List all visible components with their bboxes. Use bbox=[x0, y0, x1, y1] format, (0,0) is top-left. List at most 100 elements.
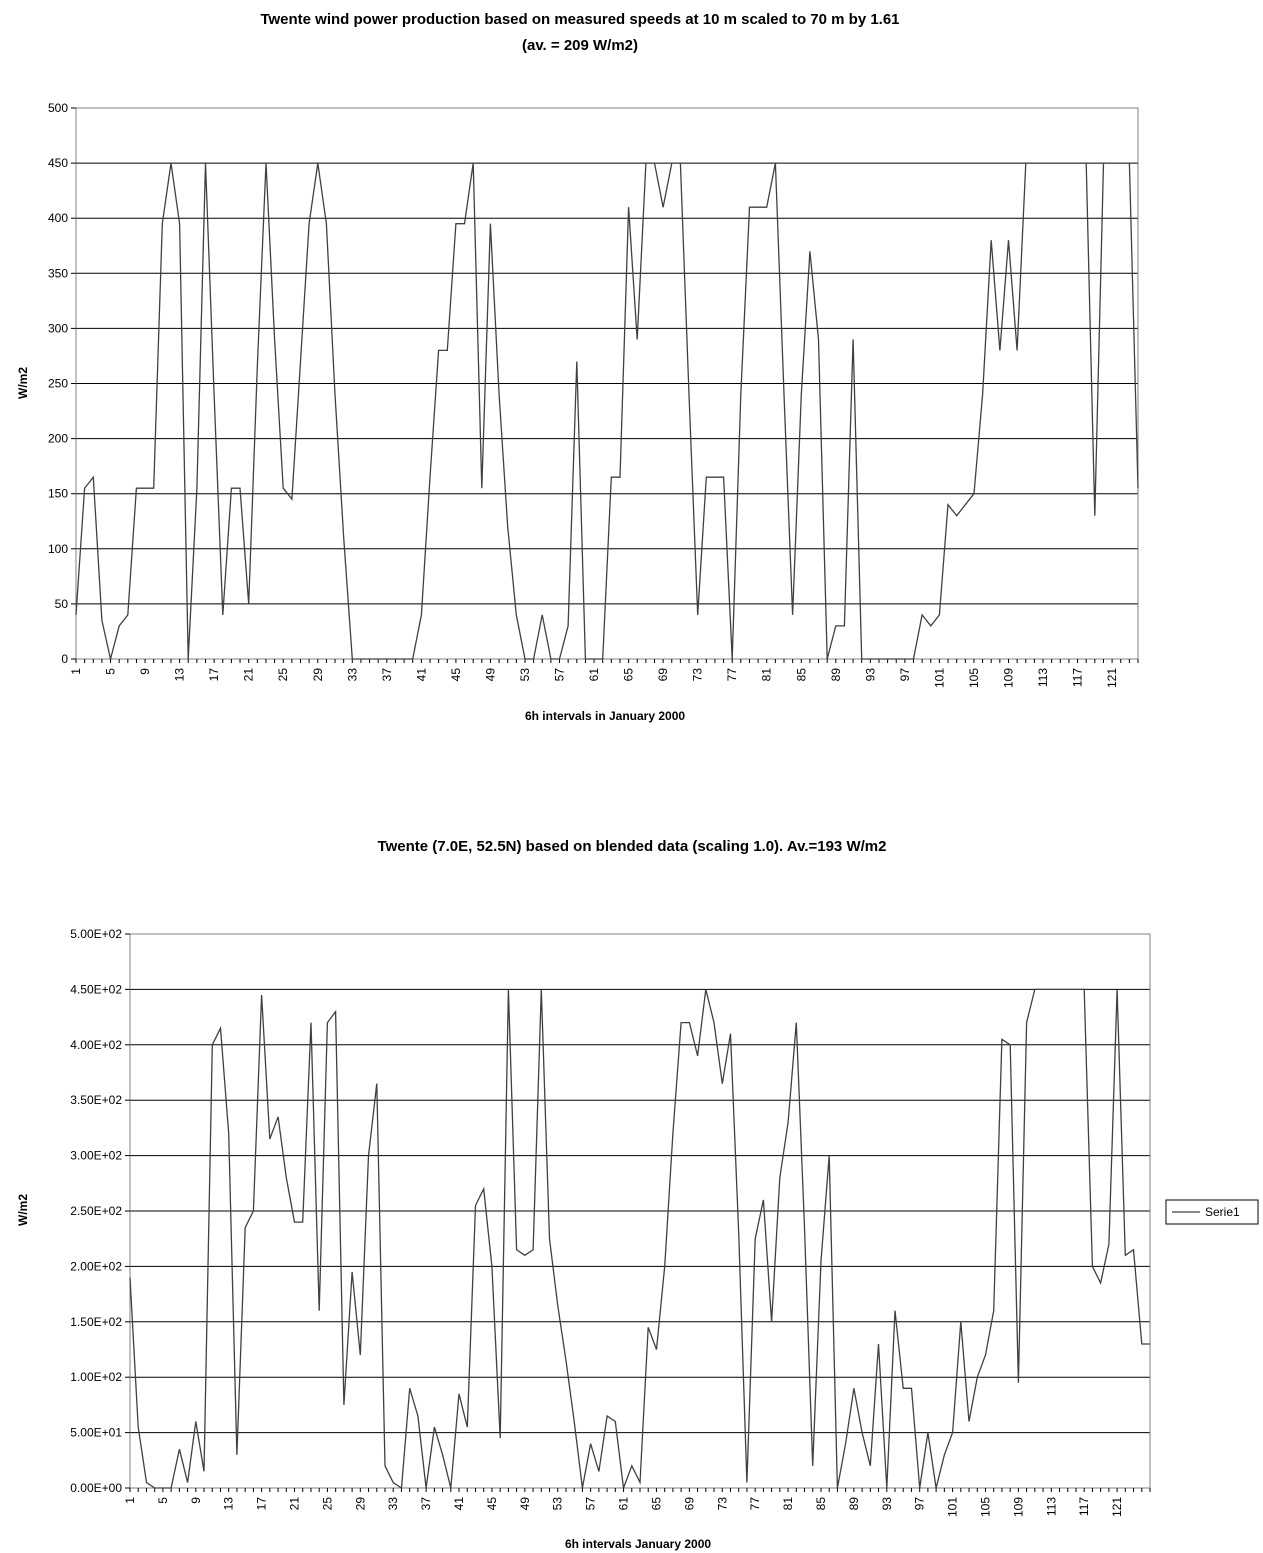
x-tick-label: 37 bbox=[419, 1497, 433, 1511]
chart-1: Twente wind power production based on me… bbox=[16, 11, 1139, 723]
x-tick-label: 37 bbox=[380, 668, 394, 682]
x-tick-label: 53 bbox=[551, 1497, 565, 1511]
x-tick-label: 45 bbox=[449, 668, 463, 682]
x-tick-label: 45 bbox=[485, 1497, 499, 1511]
y-tick-label: 3.00E+02 bbox=[70, 1149, 122, 1163]
x-tick-label: 29 bbox=[311, 668, 325, 682]
chart-2-x-ticks: 1 5 9 13 17 21 25 29 33 37 41 45 49 53 57 61 65 69 73 77 81 8… bbox=[123, 1488, 1151, 1517]
chart-2-gridlines bbox=[130, 988, 1150, 1434]
x-tick-label: 121 bbox=[1110, 1497, 1124, 1517]
x-tick-label: 69 bbox=[656, 668, 670, 682]
x-tick-label: 25 bbox=[320, 1497, 334, 1511]
chart-1-series-line bbox=[75, 162, 1139, 660]
x-tick-label: 109 bbox=[1001, 668, 1015, 688]
x-tick-label: 89 bbox=[847, 1497, 861, 1511]
x-tick-label: 85 bbox=[794, 668, 808, 682]
x-tick-label: 85 bbox=[814, 1497, 828, 1511]
x-tick-label: 89 bbox=[829, 668, 843, 682]
x-tick-label: 73 bbox=[715, 1497, 729, 1511]
x-tick-label: 77 bbox=[748, 1497, 762, 1511]
y-tick-label: 4.50E+02 bbox=[70, 982, 122, 996]
y-tick-label: 250 bbox=[48, 377, 68, 391]
x-tick-label: 101 bbox=[932, 668, 946, 688]
chart-1-x-ticks: 1 5 9 13 17 21 25 29 33 37 41 45 49 53 57 61 65 69 73 77 81 8… bbox=[69, 659, 1139, 688]
chart-2-x-axis-label: 6h intervals January 2000 bbox=[565, 1537, 711, 1551]
x-tick-label: 73 bbox=[691, 668, 705, 682]
x-tick-label: 65 bbox=[649, 1497, 663, 1511]
y-tick-label: 1.50E+02 bbox=[70, 1315, 122, 1329]
x-tick-label: 13 bbox=[173, 668, 187, 682]
y-tick-label: 2.00E+02 bbox=[70, 1259, 122, 1273]
x-tick-label: 121 bbox=[1105, 668, 1119, 688]
x-tick-label: 93 bbox=[863, 668, 877, 682]
x-tick-label: 17 bbox=[255, 1497, 269, 1511]
chart-1-subtitle: (av. = 209 W/m2) bbox=[522, 37, 638, 54]
chart-2-y-axis-label: W/m2 bbox=[16, 1194, 30, 1226]
x-tick-label: 41 bbox=[414, 668, 428, 682]
x-tick-label: 81 bbox=[760, 668, 774, 682]
legend-entry-serie1: Serie1 bbox=[1205, 1205, 1240, 1219]
x-tick-label: 21 bbox=[288, 1497, 302, 1511]
chart-2-legend: Serie1 bbox=[1165, 1199, 1259, 1225]
x-tick-label: 41 bbox=[452, 1497, 466, 1511]
chart-2: Twente (7.0E, 52.5N) based on blended da… bbox=[16, 838, 1259, 1551]
x-tick-label: 117 bbox=[1077, 1497, 1091, 1516]
x-tick-label: 53 bbox=[518, 668, 532, 682]
x-tick-label: 33 bbox=[345, 668, 359, 682]
x-tick-label: 69 bbox=[682, 1497, 696, 1511]
chart-1-y-ticks: 0 50 100 150 200 250 300 350 400 450 500 bbox=[48, 101, 76, 666]
x-tick-label: 49 bbox=[483, 668, 497, 682]
y-tick-label: 5.00E+01 bbox=[70, 1426, 122, 1440]
x-tick-label: 33 bbox=[386, 1497, 400, 1511]
x-tick-label: 105 bbox=[967, 668, 981, 688]
y-tick-label: 3.50E+02 bbox=[70, 1093, 122, 1107]
y-tick-label: 450 bbox=[48, 156, 68, 170]
x-tick-label: 13 bbox=[222, 1497, 236, 1511]
x-tick-label: 61 bbox=[617, 1497, 631, 1511]
y-tick-label: 5.00E+02 bbox=[70, 927, 122, 941]
y-tick-label: 0.00E+00 bbox=[70, 1481, 122, 1495]
x-tick-label: 49 bbox=[518, 1497, 532, 1511]
x-tick-label: 1 bbox=[69, 668, 83, 675]
x-tick-label: 29 bbox=[353, 1497, 367, 1511]
chart-2-y-ticks: 0.00E+00 5.00E+01 1.00E+02 1.50E+02 2.00E+02… bbox=[70, 927, 130, 1495]
x-tick-label: 17 bbox=[207, 668, 221, 682]
y-tick-label: 400 bbox=[48, 211, 68, 225]
x-tick-label: 65 bbox=[622, 668, 636, 682]
y-tick-label: 4.00E+02 bbox=[70, 1038, 122, 1052]
chart-1-y-axis-label: W/m2 bbox=[16, 367, 30, 399]
y-tick-label: 50 bbox=[55, 597, 69, 611]
y-tick-label: 300 bbox=[48, 321, 68, 335]
x-tick-label: 21 bbox=[242, 668, 256, 682]
x-tick-label: 5 bbox=[156, 1497, 170, 1504]
chart-1-x-axis-label: 6h intervals in January 2000 bbox=[525, 709, 685, 723]
x-tick-label: 57 bbox=[553, 668, 567, 682]
x-tick-label: 1 bbox=[123, 1497, 137, 1504]
y-tick-label: 200 bbox=[48, 432, 68, 446]
y-tick-label: 0 bbox=[61, 652, 68, 666]
x-tick-label: 61 bbox=[587, 668, 601, 682]
y-tick-label: 500 bbox=[48, 101, 68, 115]
y-tick-label: 100 bbox=[48, 542, 68, 556]
x-tick-label: 9 bbox=[189, 1497, 203, 1504]
x-tick-label: 57 bbox=[584, 1497, 598, 1511]
x-tick-label: 97 bbox=[898, 668, 912, 682]
x-tick-label: 9 bbox=[138, 668, 152, 675]
x-tick-label: 5 bbox=[104, 668, 118, 675]
y-tick-label: 1.00E+02 bbox=[70, 1370, 122, 1384]
x-tick-label: 101 bbox=[946, 1497, 960, 1517]
x-tick-label: 77 bbox=[725, 668, 739, 682]
x-tick-label: 93 bbox=[880, 1497, 894, 1511]
x-tick-label: 109 bbox=[1011, 1497, 1025, 1517]
x-tick-label: 117 bbox=[1071, 668, 1085, 687]
y-tick-label: 150 bbox=[48, 487, 68, 501]
x-tick-label: 113 bbox=[1036, 668, 1050, 687]
chart-2-title: Twente (7.0E, 52.5N) based on blended da… bbox=[378, 838, 887, 855]
y-tick-label: 350 bbox=[48, 266, 68, 280]
x-tick-label: 97 bbox=[913, 1497, 927, 1511]
x-tick-label: 25 bbox=[276, 668, 290, 682]
chart-2-series-line bbox=[129, 988, 1150, 1490]
chart-1-title: Twente wind power production based on me… bbox=[260, 11, 899, 28]
chart-1-gridlines bbox=[76, 162, 1138, 605]
